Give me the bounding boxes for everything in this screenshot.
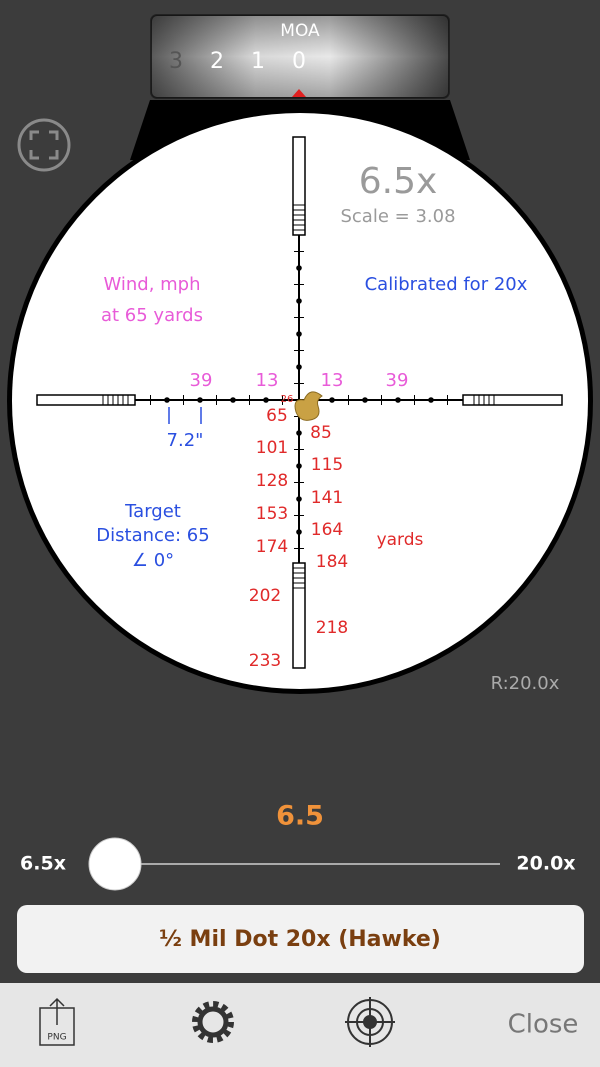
range-label: 101 (256, 438, 288, 458)
range-label: 115 (311, 455, 343, 475)
reticle-detail (329, 397, 335, 403)
dial-number: 0 (292, 49, 306, 74)
scale: Scale = 3.08 (340, 206, 455, 227)
range-unit: yards (377, 530, 424, 550)
zoom-min: 6.5x (20, 853, 66, 875)
target-size-marker (168, 407, 202, 424)
close-button[interactable]: Close (508, 1010, 579, 1040)
wind-label: 13 (256, 370, 279, 391)
range-label: 218 (316, 618, 348, 638)
fullscreen-button[interactable] (17, 118, 71, 172)
wind-label: 13 (321, 370, 344, 391)
reticle-zoom: R:20.0x (491, 673, 560, 694)
wind-label: 39 (190, 370, 213, 391)
range-label: 164 (311, 520, 343, 540)
target-info: ∠ 0° (132, 550, 174, 571)
slider-knob[interactable] (88, 837, 142, 891)
reticle-detail (296, 463, 302, 469)
zoom-value: 6.5 (276, 801, 324, 832)
range-label: 65 (266, 406, 288, 426)
wind-subtitle: at 65 yards (101, 305, 203, 326)
reticle-button[interactable] (17, 905, 584, 973)
reticle-detail (197, 397, 203, 403)
export-button[interactable] (39, 997, 75, 1046)
wind-title: Wind, mph (103, 274, 200, 295)
magnification: 6.5x (359, 161, 438, 202)
export-label: PNG (47, 1033, 66, 1043)
reticle-name: ½ Mil Dot 20x (Hawke) (159, 927, 441, 952)
zoom-max: 20.0x (516, 853, 575, 875)
range-label: 202 (249, 586, 281, 606)
wind-label: 26 (281, 394, 294, 405)
range-label: 153 (256, 504, 288, 524)
dial-pointer (292, 89, 306, 97)
target-size: 7.2" (167, 430, 204, 451)
target-info: Target (124, 501, 181, 522)
reticle-detail (296, 430, 302, 436)
reticle-detail (296, 364, 302, 370)
toolbar (0, 983, 600, 1067)
dial-number: 1 (251, 49, 265, 74)
calibration: Calibrated for 20x (365, 274, 528, 295)
dial-unit: MOA (280, 21, 320, 41)
reticle-detail (296, 265, 302, 271)
range-label: 174 (256, 537, 288, 557)
range-label: 85 (310, 423, 332, 443)
wind-label: 39 (386, 370, 409, 391)
reticle-detail (296, 496, 302, 502)
target-animal (294, 391, 323, 421)
reticle-detail (296, 298, 302, 304)
reticle-detail (296, 331, 302, 337)
reticle-detail (296, 529, 302, 535)
range-label: 128 (256, 471, 288, 491)
reticle-detail (428, 397, 434, 403)
reticle-detail (263, 397, 269, 403)
dial-shade (151, 15, 449, 98)
reticle-detail (230, 397, 236, 403)
range-label: 141 (311, 488, 343, 508)
dial-number: 2 (210, 49, 224, 74)
dial-number: 3 (169, 49, 183, 74)
reticle-detail (395, 397, 401, 403)
range-label: 184 (316, 552, 348, 572)
target-info: Distance: 65 (96, 525, 209, 546)
range-label: 233 (249, 651, 281, 671)
reticle-detail (164, 397, 170, 403)
settings-button[interactable] (192, 1001, 234, 1043)
reticle-picker-button[interactable] (345, 997, 395, 1047)
reticle-detail (362, 397, 368, 403)
